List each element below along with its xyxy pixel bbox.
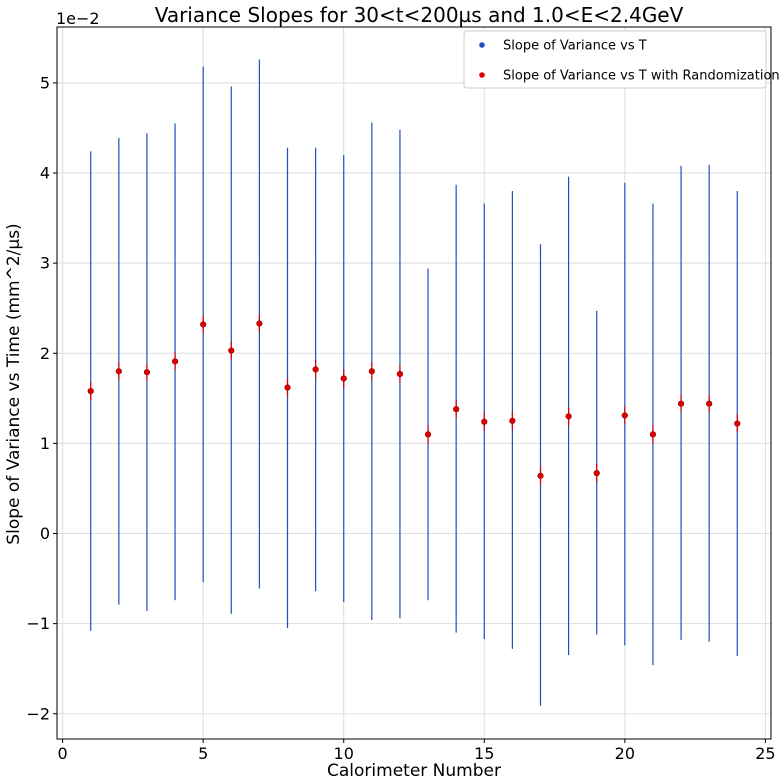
x-tick-label: 15 (474, 744, 494, 763)
data-point-series-2 (284, 384, 291, 391)
plot-frame (56, 26, 772, 740)
data-point-series-2 (509, 417, 516, 424)
data-point-series-2 (340, 375, 347, 382)
chart-title: Variance Slopes for 30<t<200µs and 1.0<E… (155, 3, 684, 27)
data-point-series-2 (621, 412, 628, 419)
x-tick-label: 10 (334, 744, 354, 763)
errorbars-series-1 (90, 59, 738, 706)
points-series-2 (87, 320, 741, 479)
y-tick-label: −1 (26, 614, 50, 633)
points-series-1 (87, 320, 741, 479)
legend-box (463, 30, 767, 89)
y-axis-label: Slope of Variance vs Time (mm^2/µs) (4, 223, 24, 544)
data-point-series-2 (87, 388, 94, 395)
data-point-series-2 (424, 431, 432, 438)
x-tick-label: 0 (58, 744, 68, 763)
legend-label-series-2: Slope of Variance vs T with Randomizatio… (503, 69, 780, 84)
x-tick-label: 5 (198, 744, 208, 763)
legend-label-series-1: Slope of Variance vs T (503, 39, 647, 54)
data-point-series-2 (565, 413, 572, 420)
data-point-series-2 (115, 368, 122, 375)
data-point-series-2 (312, 366, 319, 373)
grid (57, 27, 771, 739)
y-tick-label: 1 (40, 434, 50, 453)
data-point-series-2 (200, 321, 207, 328)
legend: Slope of Variance vs T Slope of Variance… (463, 30, 780, 89)
y-tick-label: 3 (40, 254, 50, 273)
data-point-series-2 (734, 420, 741, 427)
legend-marker-series-2 (479, 72, 485, 78)
data-point-series-2 (593, 470, 600, 477)
x-axis-label: Calorimeter Number (327, 761, 501, 781)
y-tick-label: 5 (40, 73, 50, 92)
data-point-series-2 (171, 358, 179, 365)
data-point-series-2 (228, 347, 235, 354)
errorbars-series-2 (90, 314, 738, 485)
data-point-series-2 (677, 400, 685, 407)
axis-ticks: 0 5 10 15 20 25 −2 −1 0 1 2 3 4 5 (26, 73, 775, 763)
x-tick-label: 25 (755, 744, 775, 763)
data-point-series-2 (256, 320, 263, 327)
data-point-series-2 (143, 369, 151, 376)
data-point-series-2 (368, 368, 375, 375)
data-point-series-2 (453, 406, 460, 413)
data-point-series-2 (649, 431, 657, 438)
legend-marker-series-1 (479, 42, 485, 48)
y-tick-label: 0 (40, 524, 50, 543)
y-offset-label: 1e−2 (56, 9, 100, 28)
y-tick-label: 4 (40, 164, 50, 183)
y-tick-label: −2 (26, 704, 50, 723)
data-point-series-2 (396, 370, 404, 378)
data-point-series-2 (481, 418, 488, 425)
y-tick-label: 2 (40, 344, 50, 363)
data-point-series-2 (537, 472, 544, 479)
data-point-series-2 (706, 400, 713, 407)
x-tick-label: 20 (615, 744, 635, 763)
